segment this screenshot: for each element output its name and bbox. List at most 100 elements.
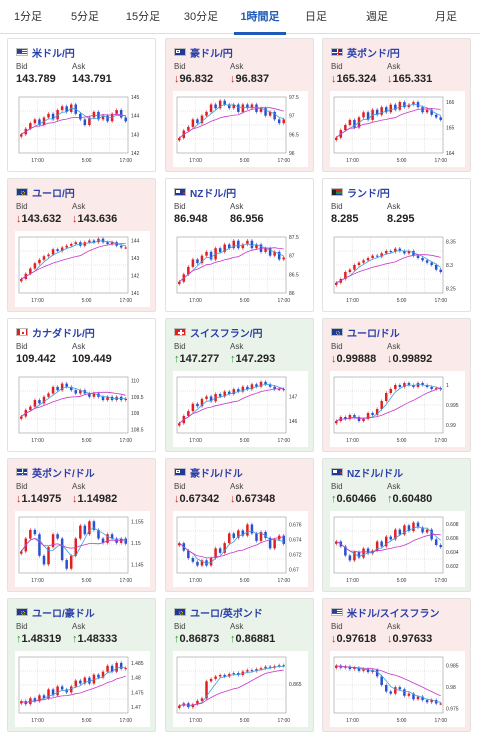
price-chart[interactable]: 1 0.995 0.99 17:00 5:00 17:00: [330, 371, 465, 447]
x-tick-label: 5:00: [240, 578, 250, 584]
pair-name: スイスフラン/円: [190, 328, 263, 340]
x-tick-label: 5:00: [397, 298, 407, 304]
pair-name: ユーロ/円: [32, 188, 75, 200]
pair-title-link[interactable]: スイスフラン/円: [174, 325, 263, 340]
pair-title-link[interactable]: ユーロ/豪ドル: [16, 605, 95, 620]
down-arrow-icon: ↓: [331, 353, 337, 365]
tab-6[interactable]: 日足: [305, 11, 327, 23]
candle: [38, 259, 41, 264]
flag-icon: [16, 48, 28, 56]
pair-card[interactable]: NZドル/ドル Bid Ask ↑0.60466 ↑0.60480 0.608 0…: [322, 458, 471, 592]
pair-card[interactable]: ユーロ/豪ドル Bid Ask ↑1.48319 ↑1.48333 1.485 1…: [7, 598, 156, 732]
y-tick-label: 0.676: [289, 522, 302, 528]
candle: [250, 670, 254, 672]
tab-8[interactable]: 月足: [435, 11, 457, 23]
y-tick-label: 1: [446, 383, 449, 389]
price-chart[interactable]: 1.485 1.48 1.475 1.47 17:00 5:00 17:00: [15, 651, 150, 727]
y-tick-label: 1.475: [131, 690, 144, 696]
candle: [348, 555, 352, 561]
price-chart[interactable]: 145 144 143 142 17:00 5:00 17:00: [15, 91, 150, 167]
candle: [69, 386, 73, 391]
y-tick-label: 0.606: [446, 536, 459, 542]
pair-title-link[interactable]: 英ポンド/円: [331, 45, 400, 60]
pair-title-link[interactable]: 英ポンド/ドル: [16, 465, 95, 480]
price-chart[interactable]: 0.865 17:00 5:00 17:00: [173, 651, 308, 727]
pair-card[interactable]: 豪ドル/ドル Bid Ask ↓0.67342 ↓0.67348 0.676 0.…: [165, 458, 314, 592]
ma-short-line: [179, 243, 284, 283]
pair-card[interactable]: 英ポンド/円 Bid Ask ↓165.324 ↓165.331 166 165 1…: [322, 38, 471, 172]
y-tick-label: 8.3: [446, 263, 453, 269]
pair-title-link[interactable]: 豪ドル/円: [174, 45, 233, 60]
price-chart[interactable]: 87.5 87 86.5 86 17:00 5:00 17:00: [173, 231, 308, 307]
ask-value: 109.449: [72, 353, 112, 365]
candle: [259, 381, 263, 387]
pair-title-link[interactable]: 米ドル/円: [16, 45, 75, 60]
candle: [20, 701, 23, 704]
candle: [255, 244, 258, 249]
x-tick-label: 5:00: [82, 718, 92, 724]
price-chart[interactable]: 97.5 97 96.5 96 17:00 5:00 17:00: [173, 91, 308, 167]
ask-label: Ask: [387, 202, 401, 211]
pair-card[interactable]: NZドル/円 Bid Ask 86.948 86.956 87.5 87 86.5 8…: [165, 178, 314, 312]
price-chart[interactable]: 110 109.5 109 108.5 17:00 5:00 17:00: [15, 371, 150, 447]
pair-card[interactable]: ユーロ/ドル Bid Ask ↓0.99888 ↓0.99892 1 0.995 0…: [322, 318, 471, 452]
candle: [88, 240, 91, 243]
pair-card[interactable]: ユーロ/英ポンド Bid Ask ↑0.86873 ↑0.86881 0.865…: [165, 598, 314, 732]
pair-title-link[interactable]: ユーロ/ドル: [331, 325, 400, 340]
y-tick-label: 108.5: [131, 428, 144, 434]
price-chart[interactable]: 147 146 17:00 5:00 17:00: [173, 371, 308, 447]
candle: [92, 111, 96, 118]
pair-card[interactable]: スイスフラン/円 Bid Ask ↑147.277 ↑147.293 147 14…: [165, 318, 314, 452]
candle: [223, 675, 226, 677]
candle: [335, 137, 338, 140]
pair-name: NZドル/ドル: [347, 468, 404, 480]
candle: [196, 700, 199, 705]
pair-card[interactable]: 豪ドル/円 Bid Ask ↓96.832 ↓96.837 97.5 97 96.5…: [165, 38, 314, 172]
price-chart[interactable]: 0.985 0.98 0.975 17:00 5:00 17:00: [330, 651, 465, 727]
candle: [389, 389, 393, 393]
y-tick-label: 1.48: [131, 676, 141, 682]
tab-7[interactable]: 週足: [366, 11, 388, 23]
pair-title-link[interactable]: ランド/円: [331, 185, 390, 200]
y-tick-label: 0.67: [289, 567, 299, 573]
pair-card[interactable]: ユーロ/円 Bid Ask ↓143.632 ↓143.636 144 143 14…: [7, 178, 156, 312]
tab-2[interactable]: 5分足: [70, 11, 100, 23]
candle: [246, 104, 249, 109]
price-chart[interactable]: 144 143 142 141 17:00 5:00 17:00: [15, 231, 150, 307]
x-tick-label: 17:00: [31, 298, 44, 304]
pair-card[interactable]: 米ドル/円 Bid Ask 143.789 143.791 145 144 143 1…: [7, 38, 156, 172]
price-chart[interactable]: 166 165 164 17:00 5:00 17:00: [330, 91, 465, 167]
pair-title-link[interactable]: NZドル/ドル: [331, 465, 404, 480]
candle: [344, 272, 347, 279]
price-chart[interactable]: 0.676 0.674 0.672 0.67 17:00 5:00 17:00: [173, 511, 308, 587]
tab-5[interactable]: 1時間足: [230, 0, 290, 35]
pair-title-link[interactable]: カナダドル/円: [16, 325, 95, 340]
candle: [425, 260, 429, 263]
pair-title-link[interactable]: ユーロ/英ポンド: [174, 605, 263, 620]
y-tick-label: 8.35: [446, 240, 456, 246]
pair-card[interactable]: 米ドル/スイスフラン Bid Ask ↓0.97618 ↓0.97633 0.9…: [322, 598, 471, 732]
ma-short-line: [20, 527, 126, 557]
pair-title-link[interactable]: ユーロ/円: [16, 185, 75, 200]
bid-value: 143.789: [16, 73, 56, 85]
pair-card[interactable]: カナダドル/円 Bid Ask 109.442 109.449 110 109.5…: [7, 318, 156, 452]
tab-4[interactable]: 30分足: [183, 11, 219, 23]
price-chart[interactable]: 0.608 0.606 0.604 0.602 17:00 5:00 17:00: [330, 511, 465, 587]
price-chart[interactable]: 8.35 8.3 8.25 17:00 5:00 17:00: [330, 231, 465, 307]
pair-card[interactable]: 英ポンド/ドル Bid Ask ↓1.14975 ↓1.14982 1.155 1…: [7, 458, 156, 592]
pair-title-link[interactable]: 豪ドル/ドル: [174, 465, 243, 480]
price-chart[interactable]: 1.155 1.15 1.145 17:00 5:00 17:00: [15, 511, 150, 587]
candle: [214, 104, 217, 109]
ma-long-line: [21, 113, 126, 135]
candle: [398, 248, 402, 251]
pair-title-link[interactable]: 米ドル/スイスフラン: [331, 605, 439, 620]
bid-value: ↑0.86873: [174, 633, 220, 645]
candle: [124, 247, 127, 249]
pair-title-link[interactable]: NZドル/円: [174, 185, 236, 200]
tab-3[interactable]: 15分足: [125, 11, 161, 23]
tab-1[interactable]: 1分足: [13, 11, 43, 23]
pair-card[interactable]: ランド/円 Bid Ask 8.285 8.295 8.35 8.3 8.25 17:…: [322, 178, 471, 312]
candle: [362, 419, 365, 421]
candlestick-svg: 110 109.5 109 108.5 17:00 5:00 17:00: [18, 376, 144, 444]
